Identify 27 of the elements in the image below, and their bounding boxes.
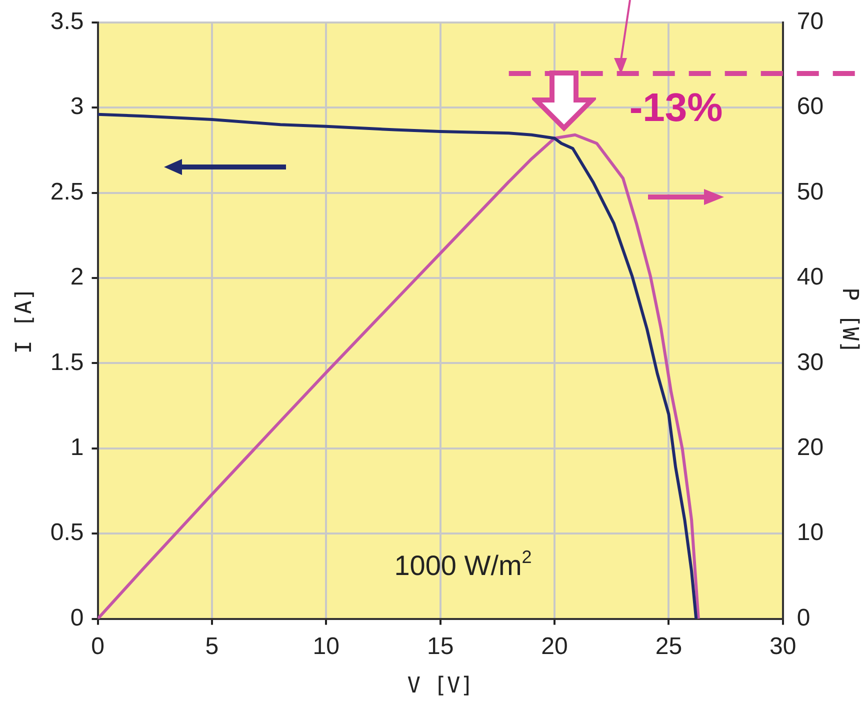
- x-tick-label: 25: [655, 632, 682, 660]
- y-tick-label: 1.5: [50, 348, 84, 376]
- x-tick-label: 20: [541, 632, 568, 660]
- y2-axis-title: P [W]: [837, 287, 862, 354]
- y-tick-label: 1: [70, 434, 84, 462]
- annotation: -13%: [629, 86, 723, 130]
- y2-tick-label: 50: [796, 178, 824, 206]
- x-tick-label: 30: [770, 632, 796, 660]
- y2-tick-label: 30: [796, 348, 824, 376]
- y-tick-label: 3.5: [50, 8, 84, 36]
- y-tick-label: 0: [70, 604, 84, 632]
- y2-tick-label: 70: [796, 8, 824, 36]
- y-tick-label: 2.5: [50, 178, 84, 206]
- y2-tick-label: 20: [796, 434, 824, 462]
- x-tick-label: 5: [205, 632, 219, 660]
- x-tick-label: 15: [426, 632, 454, 660]
- y-tick-label: 3: [70, 93, 84, 120]
- x-tick-label: 0: [91, 632, 104, 660]
- y2-tick-label: 10: [796, 519, 824, 546]
- y-axis-title: I [A]: [12, 287, 37, 354]
- y2-tick-label: 0: [796, 604, 810, 632]
- y2-tick-label: 40: [796, 264, 824, 291]
- x-axis-title: V [V]: [407, 674, 474, 699]
- y2-tick-label: 60: [796, 93, 824, 120]
- x-tick-label: 10: [312, 632, 340, 660]
- y-tick-label: 2: [70, 264, 84, 291]
- y-tick-label: 0.5: [50, 519, 84, 546]
